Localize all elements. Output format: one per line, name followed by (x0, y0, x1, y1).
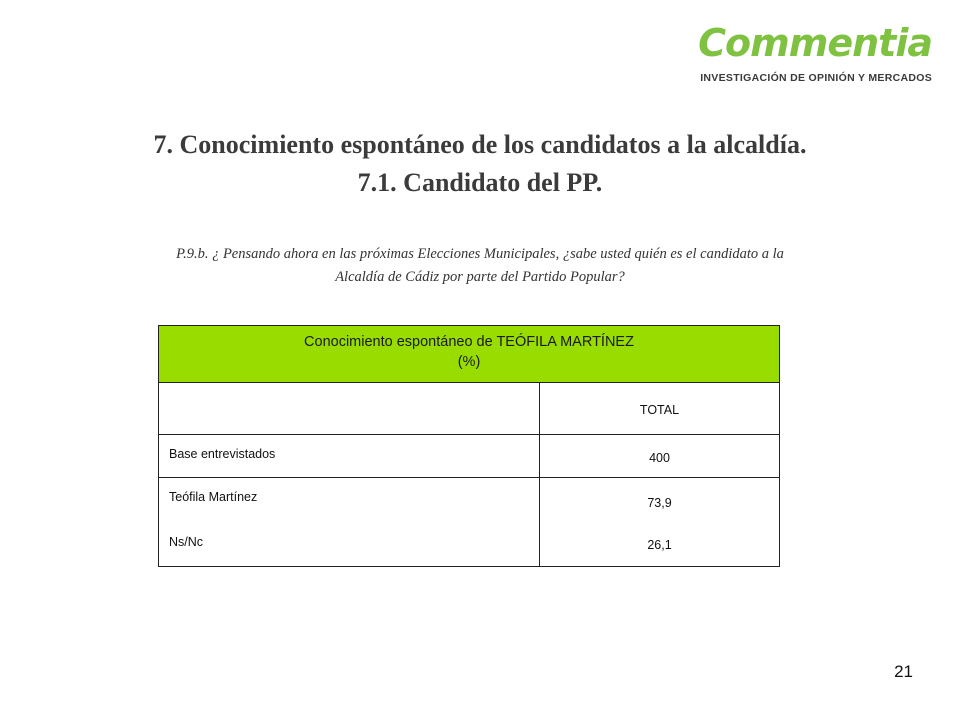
subsection-title: 7.1. Candidato del PP. (357, 168, 603, 197)
table-title: Conocimiento espontáneo de TEÓFILA MARTÍ… (304, 334, 634, 350)
column-header-total: TOTAL (639, 403, 680, 417)
row-divider (159, 477, 779, 478)
brand-logo: Commentia INVESTIGACIÓN DE OPINIÓN Y MER… (692, 20, 933, 84)
page-number: 21 (894, 662, 913, 681)
row-label-nsnc: Ns/Nc (169, 535, 204, 549)
brand-tagline: INVESTIGACIÓN DE OPINIÓN Y MERCADOS (700, 72, 932, 84)
results-table: Conocimiento espontáneo de TEÓFILA MARTÍ… (158, 325, 780, 567)
survey-question: P.9.b. ¿ Pensando ahora en las próximas … (80, 243, 880, 289)
brand-name: Commentia (698, 21, 933, 65)
column-divider (539, 383, 540, 566)
question-line-1: P.9.b. ¿ Pensando ahora en las próximas … (176, 246, 784, 262)
base-value: 400 (649, 451, 670, 465)
table-unit: (%) (457, 354, 481, 370)
row-label-teofila: Teófila Martínez (169, 490, 258, 504)
row-divider (159, 434, 779, 435)
row-value-nsnc: 26,1 (647, 538, 672, 552)
section-title: 7. Conocimiento espontáneo de los candid… (153, 130, 807, 159)
row-value-teofila: 73,9 (647, 496, 672, 510)
question-line-2: Alcaldía de Cádiz por parte del Partido … (335, 269, 625, 285)
table-header: Conocimiento espontáneo de TEÓFILA MARTÍ… (159, 326, 779, 383)
base-label: Base entrevistados (169, 447, 276, 461)
